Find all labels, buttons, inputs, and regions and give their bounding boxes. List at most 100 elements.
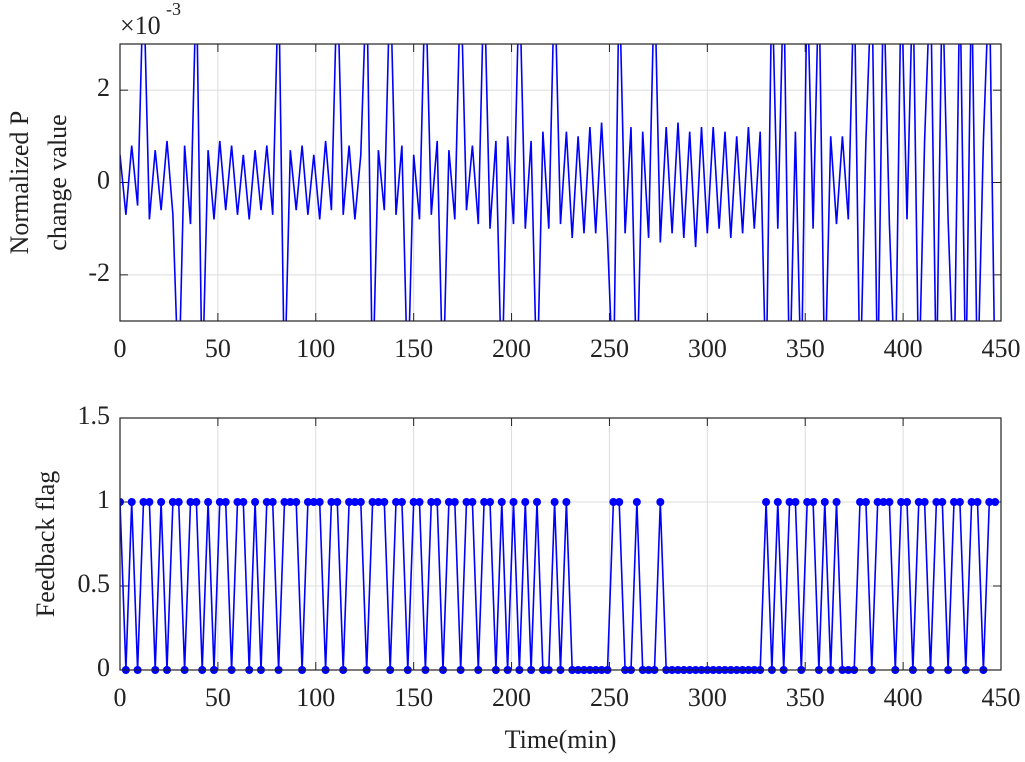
data-point bbox=[791, 498, 800, 506]
data-point bbox=[914, 498, 923, 506]
data-point bbox=[292, 498, 301, 506]
data-point bbox=[967, 498, 976, 506]
data-point bbox=[955, 498, 964, 506]
y-multiplier-exponent: -3 bbox=[166, 0, 181, 19]
data-point bbox=[615, 498, 624, 506]
data-point bbox=[903, 498, 912, 506]
data-point bbox=[239, 498, 248, 506]
data-point bbox=[186, 498, 195, 506]
data-point bbox=[392, 498, 401, 506]
data-point bbox=[861, 498, 870, 506]
data-point bbox=[897, 498, 906, 506]
data-line bbox=[120, 44, 995, 321]
x-tick-label: 250 bbox=[590, 683, 629, 712]
y-tick-label: 1 bbox=[97, 485, 110, 514]
data-point bbox=[251, 498, 260, 506]
data-point bbox=[374, 498, 383, 506]
data-point bbox=[221, 498, 230, 506]
data-point bbox=[192, 498, 201, 506]
data-point bbox=[157, 498, 166, 506]
data-point bbox=[856, 498, 865, 506]
y-tick-label: 1.5 bbox=[78, 401, 111, 430]
x-tick-label: 400 bbox=[884, 334, 923, 363]
x-axis-label: Time(min) bbox=[505, 725, 617, 754]
data-point bbox=[832, 498, 841, 506]
data-point bbox=[444, 498, 453, 506]
data-point bbox=[286, 498, 295, 506]
data-point bbox=[397, 498, 406, 506]
data-point bbox=[632, 498, 641, 506]
x-tick-label: 150 bbox=[394, 334, 433, 363]
data-point bbox=[309, 498, 318, 506]
data-point bbox=[468, 498, 477, 506]
y-tick-label: 0 bbox=[97, 165, 110, 194]
x-tick-label: 450 bbox=[982, 334, 1021, 363]
data-point bbox=[533, 498, 542, 506]
data-point bbox=[486, 498, 495, 506]
y-tick-label: 0.5 bbox=[78, 569, 111, 598]
data-point bbox=[280, 498, 289, 506]
data-point bbox=[762, 498, 771, 506]
data-point bbox=[879, 498, 888, 506]
data-point bbox=[368, 498, 377, 506]
x-tick-label: 300 bbox=[688, 683, 727, 712]
x-tick-label: 0 bbox=[114, 683, 127, 712]
x-tick-label: 350 bbox=[786, 334, 825, 363]
y-tick-label: -2 bbox=[88, 258, 110, 287]
data-point bbox=[950, 498, 959, 506]
x-tick-label: 350 bbox=[786, 683, 825, 712]
data-point bbox=[932, 498, 941, 506]
data-point bbox=[991, 498, 1000, 506]
data-point bbox=[427, 498, 436, 506]
data-point bbox=[262, 498, 271, 506]
x-tick-label: 100 bbox=[296, 334, 335, 363]
data-point bbox=[174, 498, 183, 506]
y-axis-label: Feedback flag bbox=[31, 471, 60, 618]
data-point bbox=[327, 498, 336, 506]
y-multiplier: ×10 bbox=[120, 11, 161, 40]
data-point bbox=[233, 498, 242, 506]
data-point bbox=[773, 498, 782, 506]
axes-box bbox=[119, 417, 1002, 671]
data-point bbox=[409, 498, 418, 506]
y-axis-label: Normalized P bbox=[5, 111, 34, 255]
data-point bbox=[303, 498, 312, 506]
data-point bbox=[356, 498, 365, 506]
y-tick-label: 2 bbox=[97, 73, 110, 102]
data-point bbox=[497, 498, 506, 506]
data-point bbox=[139, 498, 148, 506]
x-tick-label: 50 bbox=[205, 683, 231, 712]
data-point bbox=[609, 498, 618, 506]
x-tick-label: 150 bbox=[394, 683, 433, 712]
data-point bbox=[315, 498, 324, 506]
data-point bbox=[809, 498, 818, 506]
data-point bbox=[920, 498, 929, 506]
data-point bbox=[350, 498, 359, 506]
series bbox=[120, 44, 995, 321]
data-point bbox=[345, 498, 354, 506]
data-point bbox=[433, 498, 442, 506]
axes-box bbox=[119, 43, 1002, 322]
data-point bbox=[127, 498, 136, 506]
data-point bbox=[873, 498, 882, 506]
data-point bbox=[450, 498, 459, 506]
data-point bbox=[462, 498, 471, 506]
x-tick-label: 250 bbox=[590, 334, 629, 363]
data-point bbox=[120, 498, 124, 506]
data-point bbox=[985, 498, 994, 506]
data-point bbox=[656, 498, 665, 506]
y-axis-label: change value bbox=[43, 114, 72, 250]
x-tick-label: 450 bbox=[982, 683, 1021, 712]
data-point bbox=[168, 498, 177, 506]
data-point bbox=[521, 498, 530, 506]
x-tick-label: 100 bbox=[296, 683, 335, 712]
x-tick-label: 400 bbox=[884, 683, 923, 712]
data-point bbox=[562, 498, 571, 506]
data-point bbox=[885, 498, 894, 506]
x-tick-label: 200 bbox=[492, 334, 531, 363]
data-point bbox=[785, 498, 794, 506]
data-point bbox=[204, 498, 213, 506]
x-tick-label: 50 bbox=[205, 334, 231, 363]
x-tick-label: 300 bbox=[688, 334, 727, 363]
